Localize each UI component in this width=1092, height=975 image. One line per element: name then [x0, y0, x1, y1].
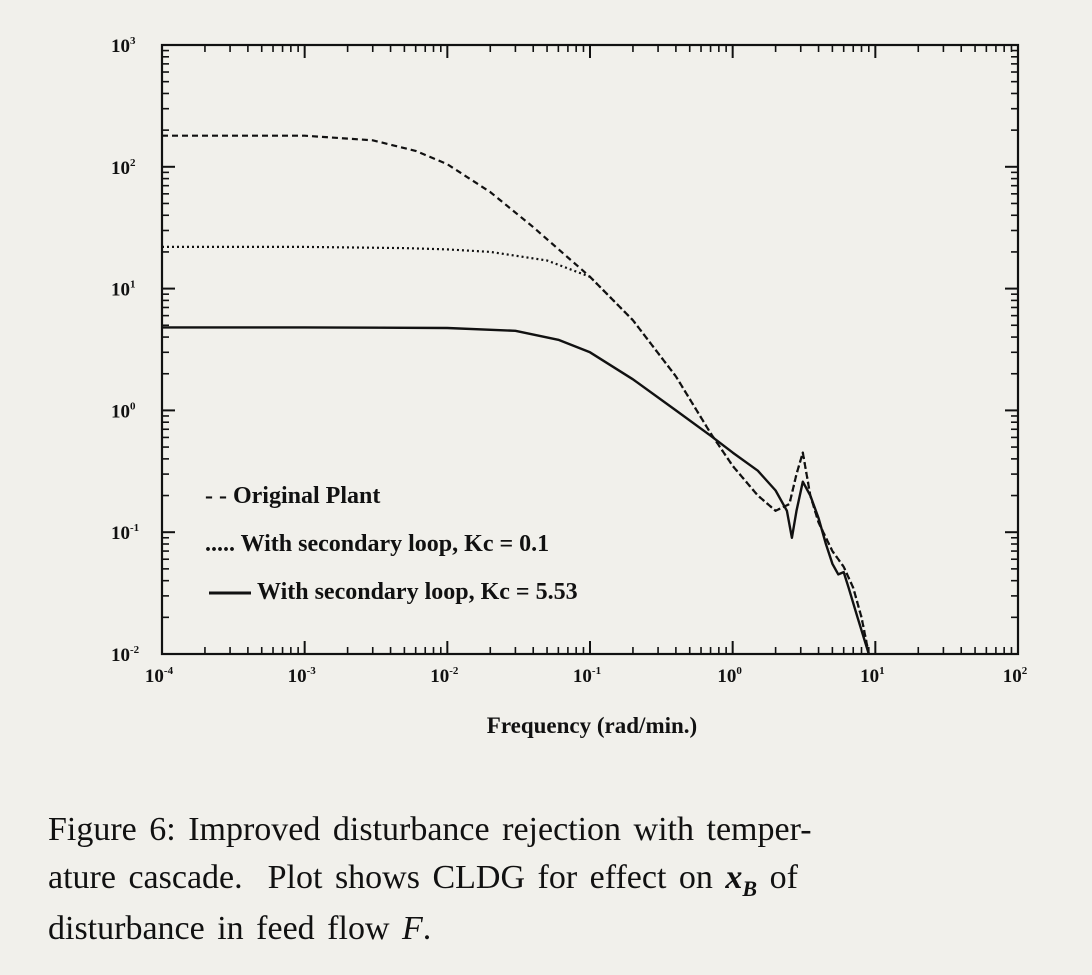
series-line-2 — [162, 245, 870, 655]
caption-text: disturbance in feed flow — [48, 910, 402, 947]
plot-frame — [160, 43, 1020, 656]
x-tick-label: 102 — [1003, 665, 1028, 687]
caption-variable: x — [725, 859, 743, 896]
y-tick-label: 10-1 — [111, 522, 139, 544]
series-layer — [162, 134, 870, 655]
legend-entry-2: ..... With secondary loop, Kc = 0.1 — [205, 531, 549, 557]
caption-text: . — [422, 910, 432, 947]
x-tick-label: 10-4 — [145, 665, 174, 687]
y-tick-label: 100 — [111, 400, 136, 422]
chart: 10-4 10-3 10-2 10-1 100 101 102 10310210110010… — [111, 35, 1028, 738]
x-tick-label: 100 — [717, 665, 742, 687]
y-tick-label: 101 — [111, 279, 136, 301]
y-tick-label: 103 — [111, 35, 136, 57]
caption-line-3: disturbance in feed flow F. — [48, 905, 1088, 953]
caption-line-2: ature cascade. Plot shows CLDG for effec… — [48, 854, 1088, 905]
x-axis-label: Frequency (rad/min.) — [487, 713, 697, 738]
caption-line-1: Figure 6: Improved disturbance rejection… — [48, 806, 1088, 854]
caption-text: ature cascade. Plot shows CLDG for effec… — [48, 859, 726, 896]
y-tick-label: 102 — [111, 157, 136, 179]
series-line-3 — [162, 326, 870, 655]
x-tick-labels: 10-4 10-3 10-2 10-1 100 101 102 — [145, 665, 1028, 687]
legend: - - Original Plant ..... With secondary l… — [205, 483, 578, 605]
major-ticks — [161, 44, 1019, 655]
caption-subscript: B — [742, 876, 758, 901]
x-tick-label: 101 — [860, 665, 885, 687]
y-tick-labels: 103 102 101 100 10-1 10-2 — [111, 35, 140, 666]
legend-entry-3: With secondary loop, Kc = 5.53 — [257, 579, 578, 605]
legend-entry-1: - - Original Plant — [205, 483, 380, 509]
y-tick-label: 10-2 — [111, 644, 140, 666]
caption-text: Figure 6: Improved disturbance rejection… — [48, 811, 812, 848]
minor-ticks — [162, 45, 1018, 654]
x-tick-label: 10-3 — [288, 665, 317, 687]
x-tick-label: 10-2 — [430, 665, 459, 687]
x-tick-label: 10-1 — [573, 665, 601, 687]
caption-variable: F — [402, 910, 423, 947]
figure-caption: Figure 6: Improved disturbance rejection… — [48, 806, 1088, 953]
caption-text: of — [757, 859, 798, 896]
series-line-1 — [162, 134, 870, 655]
